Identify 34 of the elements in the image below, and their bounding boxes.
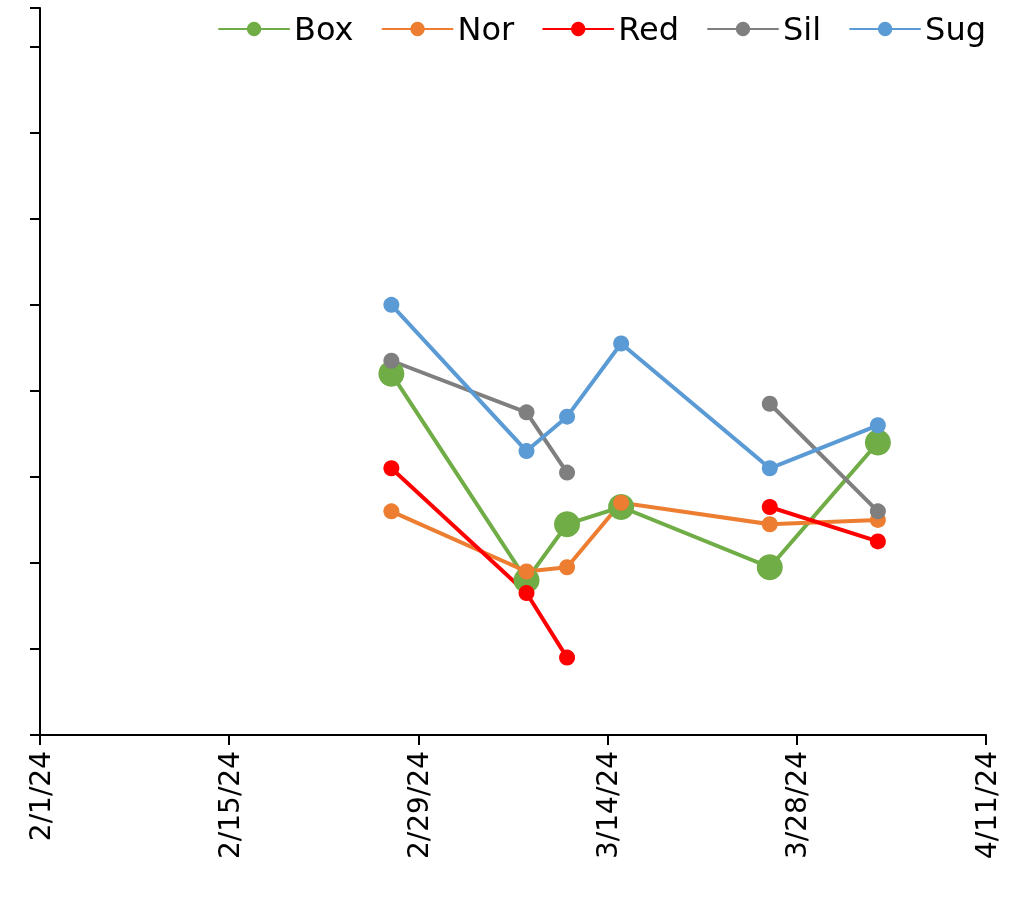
point xyxy=(559,559,576,576)
point xyxy=(383,460,400,477)
point xyxy=(518,443,535,460)
point xyxy=(518,404,535,421)
x-tick-label: 3/14/24 xyxy=(591,751,625,859)
point xyxy=(518,585,535,602)
x-tick-label: 2/1/24 xyxy=(23,751,57,842)
point xyxy=(869,503,886,520)
point xyxy=(869,533,886,550)
point xyxy=(383,296,400,313)
x-tick-label: 2/15/24 xyxy=(212,751,246,859)
point xyxy=(756,554,783,581)
point xyxy=(761,395,778,412)
legend-label: Box xyxy=(294,10,354,48)
point xyxy=(518,563,535,580)
point xyxy=(761,499,778,515)
point xyxy=(559,408,576,425)
point xyxy=(383,352,400,369)
legend-label: Sug xyxy=(925,10,986,48)
point xyxy=(613,335,630,352)
legend-label: Nor xyxy=(457,10,516,48)
point xyxy=(559,464,576,481)
x-tick-label: 2/29/24 xyxy=(401,751,435,859)
point xyxy=(869,417,886,434)
point xyxy=(761,516,778,533)
x-tick-label: 3/28/24 xyxy=(780,751,814,859)
point xyxy=(559,649,576,666)
point xyxy=(761,460,778,477)
point xyxy=(554,511,581,538)
x-tick-label: 4/11/24 xyxy=(969,751,1003,859)
point xyxy=(383,503,400,520)
legend-label: Red xyxy=(618,10,679,48)
point xyxy=(864,429,891,456)
legend-label: Sil xyxy=(783,10,822,48)
